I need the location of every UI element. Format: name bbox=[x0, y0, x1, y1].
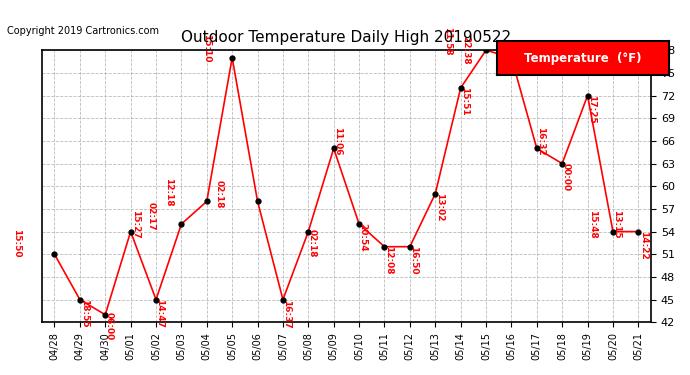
Text: 15:50: 15:50 bbox=[12, 229, 21, 257]
Text: 16:37: 16:37 bbox=[282, 300, 291, 329]
Text: 12:08: 12:08 bbox=[384, 246, 393, 274]
Text: 02:18: 02:18 bbox=[308, 229, 317, 257]
Text: 14:22: 14:22 bbox=[639, 231, 648, 260]
Text: 16:32: 16:32 bbox=[536, 127, 545, 155]
Text: 17:25: 17:25 bbox=[587, 95, 596, 123]
Text: 15:10: 15:10 bbox=[202, 34, 211, 63]
Text: 02:17: 02:17 bbox=[146, 202, 155, 231]
Text: 14:47: 14:47 bbox=[155, 299, 164, 328]
Text: 15:27: 15:27 bbox=[131, 210, 140, 238]
Text: 13:02: 13:02 bbox=[435, 193, 444, 222]
Text: 16:50: 16:50 bbox=[409, 246, 418, 274]
Text: 22:38: 22:38 bbox=[461, 36, 470, 64]
Text: 11:58: 11:58 bbox=[444, 27, 453, 56]
Text: Copyright 2019 Cartronics.com: Copyright 2019 Cartronics.com bbox=[7, 26, 159, 36]
Text: 13:15: 13:15 bbox=[612, 210, 621, 238]
Text: 15:51: 15:51 bbox=[460, 87, 469, 116]
Title: Outdoor Temperature Daily High 20190522: Outdoor Temperature Daily High 20190522 bbox=[181, 30, 511, 45]
Text: 18:55: 18:55 bbox=[81, 299, 90, 327]
Text: 15:48: 15:48 bbox=[588, 210, 597, 238]
Text: 11:06: 11:06 bbox=[333, 127, 342, 155]
Text: 06:00: 06:00 bbox=[105, 312, 114, 340]
Text: Temperature  (°F): Temperature (°F) bbox=[524, 52, 642, 64]
Text: 20:54: 20:54 bbox=[358, 224, 367, 252]
Text: 12:18: 12:18 bbox=[164, 178, 173, 207]
Text: 02:18: 02:18 bbox=[215, 180, 224, 208]
Text: 00:00: 00:00 bbox=[562, 163, 571, 191]
